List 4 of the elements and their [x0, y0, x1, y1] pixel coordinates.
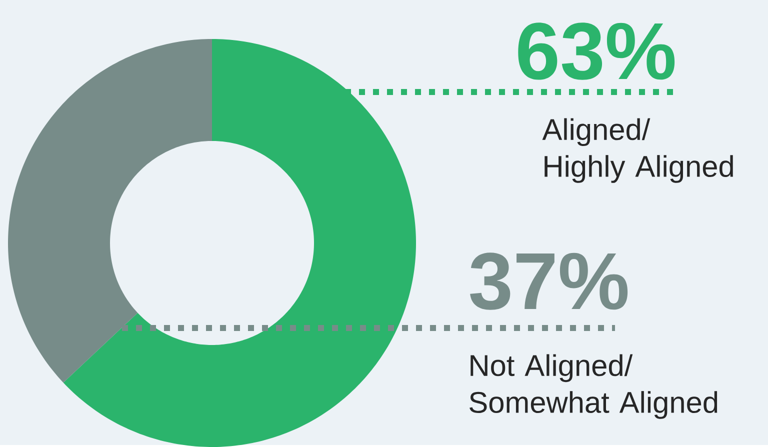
data-label: 63% — [518, 22, 675, 80]
slice-label: Not Aligned/ Somewhat Aligned — [470, 354, 718, 419]
slice-label: Aligned/ Highly Aligned — [542, 118, 733, 183]
data-label: 37% — [470, 252, 628, 310]
